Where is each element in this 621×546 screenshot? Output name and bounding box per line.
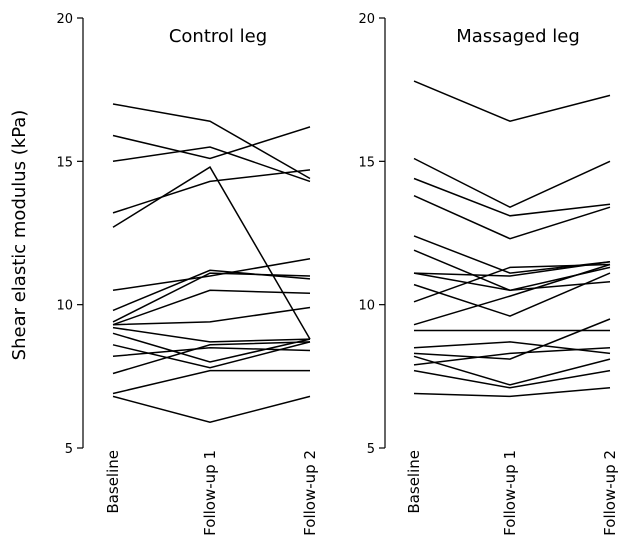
control-y-tick-label: 10 [56, 299, 73, 314]
control-y-tick-label: 20 [56, 12, 73, 27]
control-category-label: Baseline [104, 450, 122, 514]
massaged-subject-line [413, 341, 611, 355]
control-leg-panel: 5 10 15 20 Control leg Baseline Follow-up 1 Fol… [56, 12, 319, 536]
massaged-y-tick-label: 10 [358, 299, 375, 314]
massaged-category-label: Follow-up 1 [501, 450, 519, 536]
massaged-subject-line [413, 346, 611, 366]
control-subject-line [112, 326, 311, 343]
control-subject-line [112, 332, 311, 363]
control-subject-line [112, 169, 311, 214]
massaged-subject-line [413, 157, 611, 209]
control-subject-line [112, 258, 311, 292]
massaged-panel-title: Massaged leg [456, 26, 580, 47]
control-subject-line [112, 166, 311, 340]
massaged-subject-line [413, 369, 611, 389]
control-subject-line [112, 341, 311, 375]
y-axis-label: Shear elastic modulus (kPa) [9, 110, 30, 361]
control-subject-line [112, 272, 311, 323]
control-panel-title: Control leg [169, 26, 267, 47]
massaged-y-tick-label: 5 [367, 442, 375, 457]
massaged-subject-line [413, 80, 611, 122]
control-subject-line [112, 395, 311, 423]
massaged-subject-line [413, 272, 611, 317]
control-subject-line [112, 126, 311, 160]
control-category-label: Follow-up 1 [201, 450, 219, 536]
massaged-y-tick-label: 15 [358, 155, 375, 170]
massaged-subject-line [413, 260, 611, 277]
massaged-y-tick-label: 20 [358, 12, 375, 27]
control-subject-line [112, 103, 311, 180]
control-y-tick-label: 15 [56, 155, 73, 170]
control-subject-line [112, 369, 310, 395]
massaged-category-label: Baseline [405, 450, 423, 514]
massaged-subject-line [413, 263, 611, 303]
massaged-subject-line [413, 177, 611, 217]
massaged-subject-line [413, 355, 611, 386]
massaged-subject-line [413, 387, 611, 398]
massaged-leg-panel: 5 10 15 20 Massaged leg Baseline Follow-up 1 Fo… [358, 12, 619, 536]
control-y-tick-label: 5 [65, 442, 73, 457]
control-subject-line [112, 346, 311, 358]
control-subject-line [112, 146, 311, 183]
control-subject-line [112, 289, 311, 326]
control-subject-line [112, 306, 311, 326]
massaged-subject-line [413, 272, 611, 292]
massaged-category-label: Follow-up 2 [601, 450, 619, 536]
massaged-subject-line [413, 263, 611, 326]
control-subject-line [112, 269, 311, 312]
massaged-subject-line [413, 318, 611, 360]
control-category-label: Follow-up 2 [301, 450, 319, 536]
massaged-subject-line [413, 195, 611, 240]
control-subject-line [112, 341, 311, 369]
